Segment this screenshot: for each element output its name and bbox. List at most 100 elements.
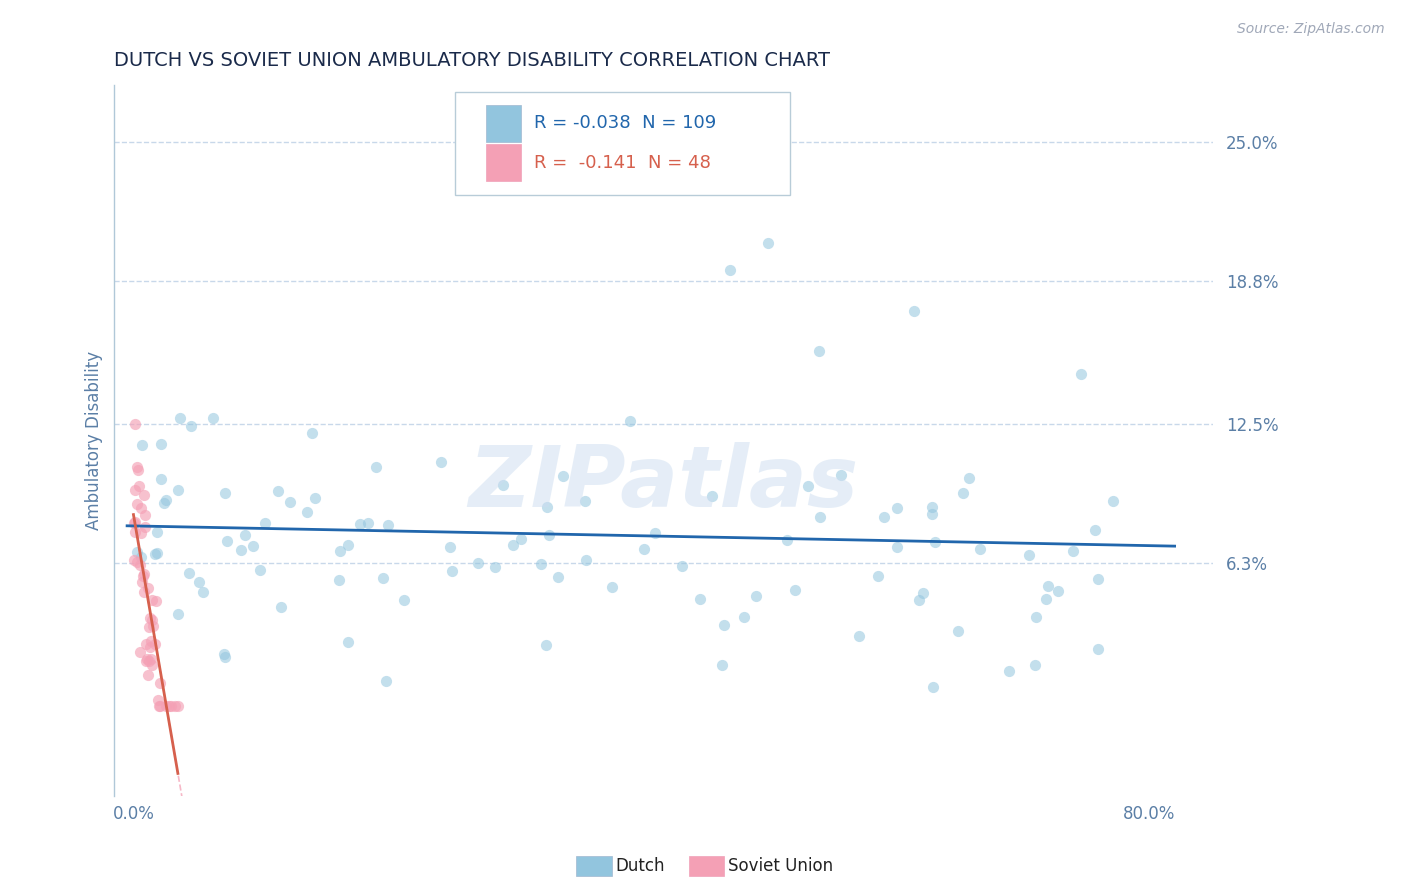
Point (633, 541, 655, 556)
Point (700, 489, 723, 503)
Point (153, 495, 176, 509)
Point (886, 501, 908, 516)
Point (510, 533, 533, 547)
Point (167, 698, 190, 713)
Point (502, 538, 524, 552)
Point (710, 657, 733, 672)
Point (143, 547, 166, 561)
Point (337, 635, 360, 649)
Point (132, 568, 155, 582)
Point (1062, 543, 1084, 558)
Point (254, 516, 277, 530)
Point (267, 484, 290, 499)
Point (202, 411, 225, 425)
Point (536, 638, 558, 652)
Point (619, 414, 641, 428)
Point (830, 467, 852, 482)
Point (1035, 592, 1057, 607)
Point (155, 698, 177, 713)
Point (547, 570, 569, 584)
Point (149, 698, 172, 713)
Point (733, 610, 755, 624)
Point (644, 526, 666, 541)
Point (808, 343, 831, 358)
Point (124, 524, 146, 539)
Point (214, 650, 236, 665)
Point (756, 235, 779, 250)
Point (122, 553, 145, 567)
Point (1024, 657, 1046, 672)
Point (148, 698, 170, 713)
Point (136, 668, 159, 682)
Point (357, 516, 380, 530)
Point (924, 535, 946, 549)
Point (922, 681, 945, 695)
Point (797, 479, 820, 493)
Point (128, 479, 150, 493)
Point (129, 501, 152, 516)
Point (128, 645, 150, 659)
Point (122, 516, 145, 530)
Point (132, 566, 155, 581)
Point (139, 633, 162, 648)
Point (270, 600, 292, 615)
Point (605, 161, 627, 176)
Point (167, 483, 190, 498)
Point (135, 652, 157, 666)
Point (921, 507, 943, 521)
Point (998, 664, 1021, 678)
Point (304, 491, 326, 505)
Point (146, 546, 169, 560)
Point (141, 613, 163, 627)
Point (139, 640, 162, 654)
Point (328, 573, 350, 587)
Point (135, 654, 157, 668)
Point (150, 437, 173, 451)
Point (439, 540, 461, 554)
Point (212, 647, 235, 661)
FancyBboxPatch shape (485, 105, 520, 142)
Text: Soviet Union: Soviet Union (728, 857, 834, 875)
Point (538, 527, 561, 541)
Point (169, 411, 191, 425)
Point (138, 620, 160, 634)
Point (492, 478, 515, 492)
Point (1084, 523, 1107, 537)
Point (280, 494, 302, 508)
Point (149, 676, 172, 690)
Point (127, 497, 149, 511)
Point (143, 638, 166, 652)
Point (912, 586, 935, 600)
Point (1087, 642, 1109, 657)
FancyBboxPatch shape (485, 145, 520, 181)
Point (903, 303, 925, 318)
Point (969, 542, 991, 557)
Point (188, 575, 211, 590)
Point (952, 486, 974, 500)
Point (124, 417, 146, 431)
Point (134, 520, 156, 534)
Point (745, 590, 768, 604)
Point (575, 553, 598, 567)
Point (124, 515, 146, 529)
Point (1036, 578, 1059, 592)
Point (921, 500, 943, 514)
Point (872, 510, 894, 524)
Point (134, 636, 156, 650)
Point (392, 593, 415, 607)
Point (1047, 584, 1070, 599)
Point (467, 556, 489, 570)
Point (329, 544, 352, 558)
Point (671, 558, 693, 573)
Point (242, 539, 264, 553)
Point (131, 574, 153, 589)
Point (366, 460, 388, 475)
Point (783, 582, 806, 597)
Point (371, 571, 394, 585)
Point (375, 674, 398, 689)
Point (214, 486, 236, 500)
Y-axis label: Ambulatory Disability: Ambulatory Disability (86, 351, 103, 530)
Text: Source: ZipAtlas.com: Source: ZipAtlas.com (1237, 22, 1385, 37)
Point (129, 558, 152, 572)
Point (808, 510, 831, 524)
